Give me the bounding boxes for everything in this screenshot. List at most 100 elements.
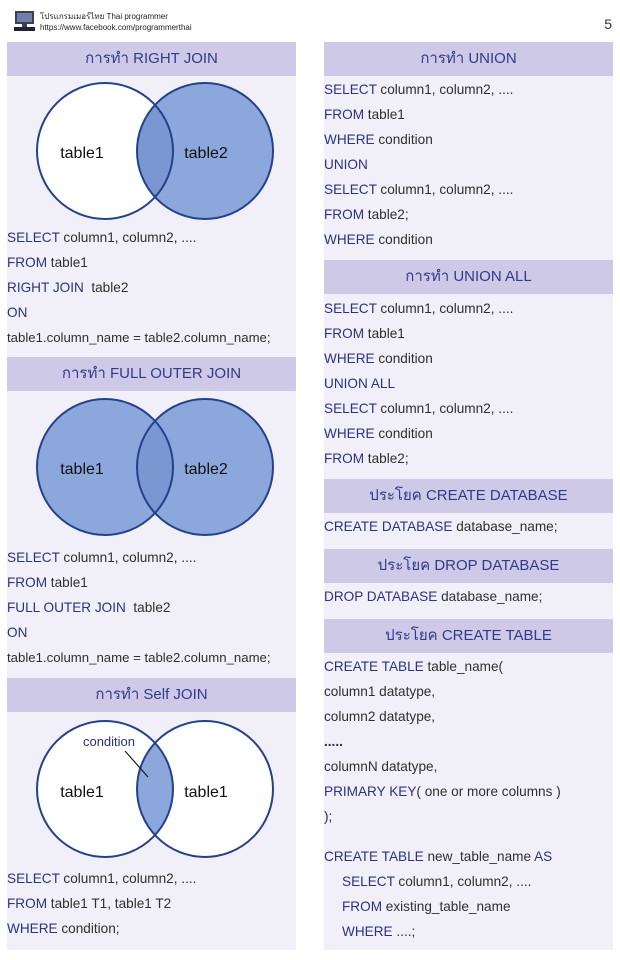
code-text: column1, column2, ....	[59, 550, 197, 565]
create-table-heading: ประโยค CREATE TABLE	[324, 619, 613, 653]
code-line: WHERE condition	[324, 227, 613, 252]
code-text: condition	[374, 132, 433, 147]
code-text: );	[324, 809, 333, 824]
code-text: ( one or more columns )	[416, 784, 561, 799]
keyword: CREATE TABLE	[324, 659, 424, 674]
code-line: CREATE TABLE table_name(	[324, 654, 613, 679]
keyword: ON	[7, 625, 28, 640]
right-join-code: SELECT column1, column2, .... FROM table…	[7, 225, 296, 350]
code-line: table1.column_name = table2.column_name;	[7, 325, 296, 350]
keyword: SELECT	[7, 550, 60, 565]
union-code: SELECT column1, column2, .... FROM table…	[324, 77, 613, 252]
code-text: table_name(	[423, 659, 504, 674]
keyword: FROM	[7, 896, 48, 911]
keyword: FROM	[324, 451, 365, 466]
code-text: condition	[374, 426, 433, 441]
union-heading: การทำ UNION	[324, 42, 613, 76]
code-line: ON	[7, 300, 296, 325]
code-text: database_name;	[437, 589, 543, 604]
code-line: columnN datatype,	[324, 754, 613, 779]
code-line: SELECT column1, column2, ....	[7, 545, 296, 570]
code-text: table2;	[364, 451, 409, 466]
code-text: column1, column2, ....	[376, 301, 514, 316]
code-line: FROM table2;	[324, 446, 613, 471]
keyword: SELECT	[7, 230, 60, 245]
page-number: 5	[604, 16, 612, 32]
code-text: table1.column_name = table2.column_name;	[7, 650, 271, 665]
code-line: SELECT column1, column2, ....	[324, 77, 613, 102]
code-text: column1, column2, ....	[59, 871, 197, 886]
venn-circle-left	[37, 83, 173, 219]
keyword: AS	[534, 849, 553, 864]
code-text: table2	[125, 600, 171, 615]
keyword: FROM	[342, 899, 383, 914]
code-line: SELECT column1, column2, ....	[324, 296, 613, 321]
keyword: FROM	[324, 107, 365, 122]
code-line: table1.column_name = table2.column_name;	[7, 645, 296, 670]
self-join-heading: การทำ Self JOIN	[7, 678, 296, 712]
code-text: table1 T1, table1 T2	[47, 896, 172, 911]
venn-label-right: table1	[184, 784, 228, 801]
code-text: table1	[47, 255, 88, 270]
create-table-as-code: CREATE TABLE new_table_name AS SELECT co…	[324, 844, 613, 944]
code-line: CREATE TABLE new_table_name AS	[324, 844, 613, 869]
keyword: UNION	[324, 157, 368, 172]
code-line: FROM table1	[7, 250, 296, 275]
venn-circle-left	[37, 399, 173, 535]
venn-label-right: table2	[184, 145, 228, 162]
brand-name: โปรแกรมเมอร์ไทย Thai programmer	[40, 12, 168, 21]
keyword: SELECT	[324, 401, 377, 416]
code-line: WHERE condition;	[7, 916, 296, 941]
code-text: column2 datatype,	[324, 709, 436, 724]
venn-label-left: table1	[60, 784, 104, 801]
keyword: WHERE	[324, 232, 375, 247]
keyword: UNION ALL	[324, 376, 396, 391]
code-line: SELECT column1, column2, ....	[324, 869, 613, 894]
right-column: การทำ UNION SELECT column1, column2, ...…	[324, 42, 613, 950]
code-line: FROM table1	[324, 102, 613, 127]
code-text: condition;	[57, 921, 120, 936]
code-line: UNION	[324, 152, 613, 177]
keyword: WHERE	[7, 921, 58, 936]
keyword: FULL OUTER JOIN	[7, 600, 126, 615]
code-text: columnN datatype,	[324, 759, 438, 774]
condition-pointer-line	[124, 750, 149, 778]
venn-label-right: table2	[184, 461, 228, 478]
code-line: DROP DATABASE database_name;	[324, 584, 613, 609]
create-database-heading: ประโยค CREATE DATABASE	[324, 479, 613, 513]
code-text: table1	[364, 107, 405, 122]
page-header: โปรแกรมเมอร์ไทย Thai programmer https://…	[0, 0, 620, 40]
code-text: column1 datatype,	[324, 684, 436, 699]
code-line: WHERE condition	[324, 346, 613, 371]
full-outer-join-code: SELECT column1, column2, .... FROM table…	[7, 545, 296, 670]
keyword: WHERE	[342, 924, 393, 939]
code-line: .....	[324, 729, 613, 754]
keyword: CREATE TABLE	[324, 849, 424, 864]
code-text: new_table_name	[423, 849, 535, 864]
code-text: column1, column2, ....	[376, 82, 514, 97]
full-outer-join-heading: การทำ FULL OUTER JOIN	[7, 357, 296, 391]
code-text: table1	[47, 575, 88, 590]
full-outer-join-venn: table1 table2	[36, 398, 274, 536]
keyword: FROM	[7, 575, 48, 590]
venn-circle-left	[37, 721, 173, 857]
venn-label-left: table1	[60, 145, 104, 162]
keyword: SELECT	[7, 871, 60, 886]
code-line: FULL OUTER JOIN table2	[7, 595, 296, 620]
code-line: SELECT column1, column2, ....	[324, 177, 613, 202]
self-join-code: SELECT column1, column2, .... FROM table…	[7, 866, 296, 941]
code-line: WHERE condition	[324, 421, 613, 446]
drop-database-code: DROP DATABASE database_name;	[324, 584, 613, 609]
keyword: DROP DATABASE	[324, 589, 438, 604]
code-text: table1	[364, 326, 405, 341]
code-text: .....	[324, 734, 343, 749]
drop-database-heading: ประโยค DROP DATABASE	[324, 549, 613, 583]
keyword: WHERE	[324, 132, 375, 147]
create-database-code: CREATE DATABASE database_name;	[324, 514, 613, 539]
brand-text: โปรแกรมเมอร์ไทย Thai programmer https://…	[40, 11, 192, 33]
keyword: FROM	[324, 207, 365, 222]
code-text: column1, column2, ....	[376, 182, 514, 197]
code-text: table1.column_name = table2.column_name;	[7, 330, 271, 345]
keyword: SELECT	[324, 182, 377, 197]
union-all-heading: การทำ UNION ALL	[324, 260, 613, 294]
